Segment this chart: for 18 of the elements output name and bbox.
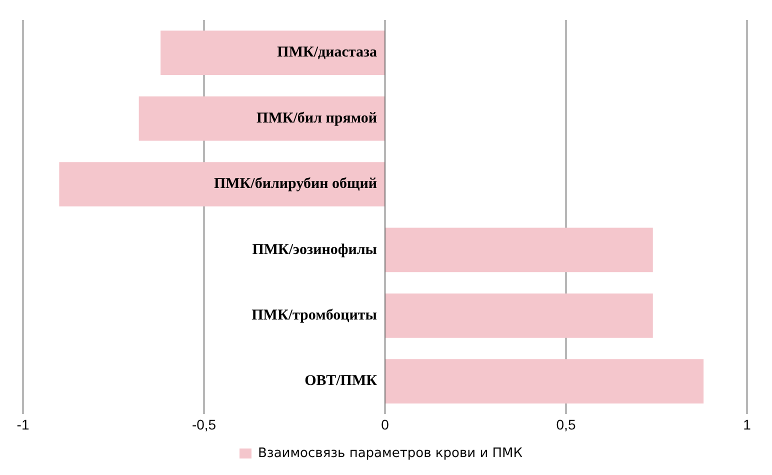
x-tick-label: -1 xyxy=(16,416,30,432)
bar xyxy=(138,96,384,141)
y-tick-label: ПМК/диастаза xyxy=(277,44,378,61)
bar xyxy=(386,293,653,338)
bar xyxy=(160,30,384,76)
y-tick-label: ОВТ/ПМК xyxy=(304,373,378,390)
y-tick-label: ПМК/эозинофилы xyxy=(252,242,378,258)
y-tick-label: ПМК/бил прямой xyxy=(256,110,378,126)
y-tick-label: ПМК/билирубин общий xyxy=(214,176,378,192)
y-tick-label: ПМК/тромбоциты xyxy=(252,308,378,324)
x-tick-label: 0,5 xyxy=(556,416,576,432)
bar xyxy=(386,228,653,272)
legend-label: Взаимосвязь параметров крови и ПМК xyxy=(258,446,523,461)
bar xyxy=(59,162,384,206)
x-tick-label: 0 xyxy=(381,416,390,432)
x-tick-label: 1 xyxy=(743,416,752,432)
x-tick-label: -0,5 xyxy=(192,416,216,432)
bar xyxy=(386,359,704,404)
